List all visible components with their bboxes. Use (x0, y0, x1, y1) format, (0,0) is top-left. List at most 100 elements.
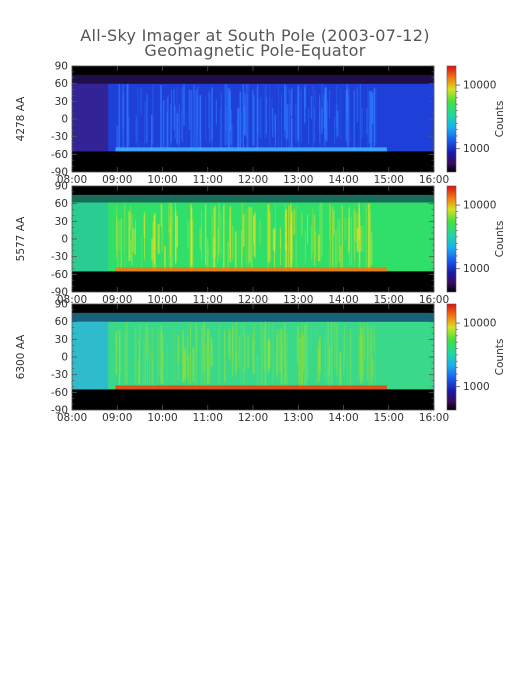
x-tick-label: 13:00 (283, 174, 313, 186)
streak (153, 215, 156, 264)
streak (340, 88, 341, 140)
streak (327, 321, 330, 389)
streak (250, 207, 253, 269)
streak (319, 98, 321, 143)
streak (319, 203, 321, 262)
streak (329, 203, 331, 242)
y-tick-label: -60 (51, 149, 68, 161)
x-tick-label: 08:00 (57, 412, 87, 424)
streak (284, 84, 286, 131)
streak (307, 214, 308, 244)
streak (304, 231, 306, 264)
streak (246, 84, 249, 151)
streak (205, 95, 206, 139)
streak (344, 325, 345, 361)
streak (190, 324, 191, 387)
streak (228, 325, 230, 358)
streak (272, 108, 274, 138)
streak (190, 207, 193, 265)
x-tick-label: 08:00 (57, 294, 87, 306)
streak (346, 90, 349, 146)
streak (184, 347, 187, 380)
streak (348, 87, 350, 151)
streak (274, 227, 276, 253)
streak (208, 329, 210, 384)
streak (280, 237, 281, 266)
streak (170, 104, 171, 150)
streak (211, 204, 213, 270)
streak (229, 333, 231, 359)
streak (263, 329, 266, 370)
streak (271, 100, 273, 122)
streak (170, 202, 172, 271)
streak (130, 238, 132, 262)
x-tick-label: 15:00 (374, 294, 404, 306)
streak (304, 87, 306, 124)
streak (123, 205, 125, 252)
streak (304, 325, 306, 386)
streak (134, 325, 137, 387)
streak (229, 220, 231, 250)
streak (168, 227, 170, 267)
x-tick-label: 15:00 (374, 412, 404, 424)
streak (335, 229, 337, 270)
streak (138, 358, 140, 384)
streak (218, 325, 220, 388)
streak (299, 337, 302, 388)
streak (356, 227, 359, 252)
streak (232, 323, 234, 358)
y-tick-label: 60 (55, 316, 68, 328)
streak (192, 347, 195, 382)
streak (349, 206, 351, 267)
colorbar-tick-label: 1000 (463, 143, 490, 155)
streak (281, 93, 282, 148)
streak (317, 347, 320, 383)
streak (227, 241, 229, 272)
streak (189, 219, 191, 271)
streak (160, 331, 163, 385)
streak (366, 323, 369, 381)
streak (247, 208, 249, 270)
wavelength-label: 5577 AA (15, 216, 27, 262)
streak (195, 324, 198, 355)
x-tick-label: 15:00 (374, 174, 404, 186)
streak (128, 211, 131, 262)
colorbar (446, 65, 457, 173)
streak (269, 97, 271, 145)
streak (186, 115, 187, 142)
streak (334, 116, 335, 144)
streak (269, 212, 271, 260)
streak (244, 93, 246, 136)
streak (137, 86, 139, 151)
y-tick-label: 30 (55, 96, 68, 108)
streak (255, 88, 258, 149)
streak (285, 209, 287, 251)
streak (257, 84, 259, 151)
streak (140, 88, 142, 116)
y-tick-label: 60 (55, 78, 68, 90)
streak (116, 204, 118, 251)
streak (160, 204, 163, 226)
colorbar-label: Counts (494, 339, 506, 376)
streak (326, 100, 328, 142)
x-tick-label: 09:00 (102, 412, 132, 424)
streak (135, 116, 137, 143)
streak (202, 324, 204, 360)
streak (274, 244, 276, 268)
colorbar-tick-label: 1000 (463, 263, 490, 275)
streak (308, 108, 310, 145)
figure-title: All-Sky Imager at South Pole (2003-07-12… (80, 26, 430, 45)
streaks (116, 83, 377, 152)
streaks (116, 202, 373, 272)
streak (135, 328, 137, 379)
streak (371, 232, 373, 266)
streak (366, 108, 368, 135)
streak (176, 113, 179, 144)
colorbar-label: Counts (494, 221, 506, 258)
streak (166, 111, 168, 149)
streak (252, 90, 254, 146)
streak (160, 85, 162, 148)
streak (124, 333, 126, 387)
streak (247, 335, 249, 369)
